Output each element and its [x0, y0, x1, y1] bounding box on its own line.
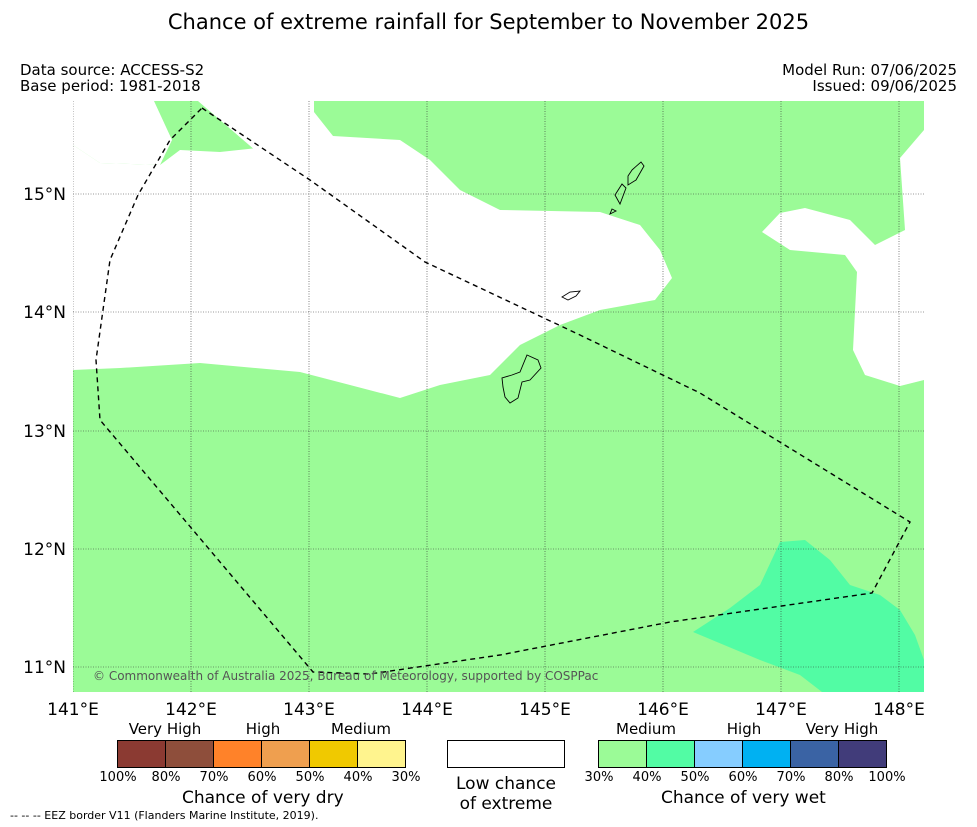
longitude-label: 141°E	[47, 700, 99, 720]
northern-island	[627, 161, 645, 186]
longitude-label: 147°E	[755, 700, 807, 720]
legend-wet-swatch	[742, 740, 791, 768]
low-legend: Low chance of extreme	[447, 740, 565, 814]
saipan-island	[614, 183, 627, 206]
grid-lines	[73, 101, 924, 692]
wet-caption: Chance of very wet	[661, 788, 826, 808]
chart-title: Chance of extreme rainfall for September…	[167, 10, 810, 34]
rota-island	[561, 290, 582, 301]
low-chance-area	[762, 101, 924, 386]
legend-wet-swatch	[598, 740, 647, 768]
dry-colorbar	[117, 740, 406, 768]
legend-wet-percent: 40%	[632, 770, 662, 785]
legend-wet-percent: 50%	[680, 770, 710, 785]
low-caption-line2: of extreme	[459, 794, 553, 814]
legend-dry-swatch	[165, 740, 214, 768]
wet-cat-high: High	[726, 720, 762, 738]
low-caption: Low chance of extreme	[447, 774, 565, 814]
dry-cat-very-high: Very High	[128, 720, 202, 738]
longitude-label: 144°E	[401, 700, 453, 720]
legend-dry-percent: 40%	[343, 770, 373, 785]
longitude-labels: 141°E 142°E 143°E 144°E 145°E 146°E 147°E 148°E	[47, 700, 925, 720]
base-period: Base period: 1981-2018	[20, 77, 201, 95]
data-source: Data source: ACCESS-S2	[20, 61, 205, 79]
legend-wet-percent: 100%	[868, 770, 906, 785]
latitude-label: 15°N	[23, 185, 66, 205]
dry-cat-high: High	[245, 720, 281, 738]
model-run: Model Run: 07/06/2025	[782, 61, 957, 79]
tinian-island	[609, 208, 618, 215]
low-chance-area	[73, 101, 672, 398]
source-info: Data source: ACCESS-S2 Base period: 1981…	[20, 62, 204, 94]
eez-border	[95, 107, 911, 675]
legend-wet-swatch	[790, 740, 839, 768]
latitude-label: 14°N	[23, 303, 66, 323]
latitude-label: 13°N	[23, 422, 66, 442]
dry-cat-medium: Medium	[331, 720, 391, 738]
legend-wet-swatch	[838, 740, 887, 768]
legend-dry-percent: 50%	[295, 770, 325, 785]
run-info: Model Run: 07/06/2025 Issued: 09/06/2025	[782, 62, 957, 94]
legend-wet-percent: 80%	[824, 770, 854, 785]
legend-dry-percent: 60%	[247, 770, 277, 785]
latitude-label: 12°N	[23, 540, 66, 560]
longitude-label: 148°E	[873, 700, 925, 720]
legend-wet-percent: 60%	[728, 770, 758, 785]
legend-dry-swatch	[213, 740, 262, 768]
wet-legend: Medium High Very High 30% 40% 50% 60% 70% 80%…	[585, 720, 906, 810]
latitude-label: 11°N	[23, 658, 66, 678]
eez-footnote: -- -- -- EEZ border V11 (Flanders Marine…	[10, 809, 319, 822]
wet-cat-medium: Medium	[616, 720, 676, 738]
legend-dry-percent: 30%	[391, 770, 421, 785]
legend-dry-percent: 100%	[99, 770, 137, 785]
wet-cat-very-high: Very High	[805, 720, 879, 738]
copyright-text: © Commonwealth of Australia 2025, Bureau…	[93, 669, 598, 683]
legend-wet-percent: 30%	[584, 770, 614, 785]
legend-wet-swatch	[646, 740, 695, 768]
longitude-label: 145°E	[519, 700, 571, 720]
dry-legend: Very High High Medium 100% 80% 70% 60% 50% 40…	[99, 720, 420, 810]
legend-dry-swatch	[117, 740, 166, 768]
low-chance-area	[73, 101, 172, 165]
latitude-labels: 15°N 14°N 13°N 12°N 11°N	[23, 185, 66, 678]
issued-date: Issued: 09/06/2025	[812, 77, 957, 95]
guam-island	[501, 354, 542, 404]
longitude-label: 143°E	[283, 700, 335, 720]
longitude-label: 146°E	[637, 700, 689, 720]
wet-colorbar	[598, 740, 887, 768]
legend-wet-swatch	[694, 740, 743, 768]
dry-caption: Chance of very dry	[182, 788, 344, 808]
legend-wet-percent: 70%	[776, 770, 806, 785]
legend-dry-swatch	[309, 740, 358, 768]
longitude-label: 142°E	[165, 700, 217, 720]
legend-dry-percent: 70%	[199, 770, 229, 785]
legend-dry-percent: 80%	[151, 770, 181, 785]
high-wet-area	[693, 540, 924, 692]
low-caption-line1: Low chance	[456, 774, 556, 794]
legend-dry-swatch	[357, 740, 406, 768]
low-swatch	[447, 740, 565, 768]
legend-dry-swatch	[261, 740, 310, 768]
